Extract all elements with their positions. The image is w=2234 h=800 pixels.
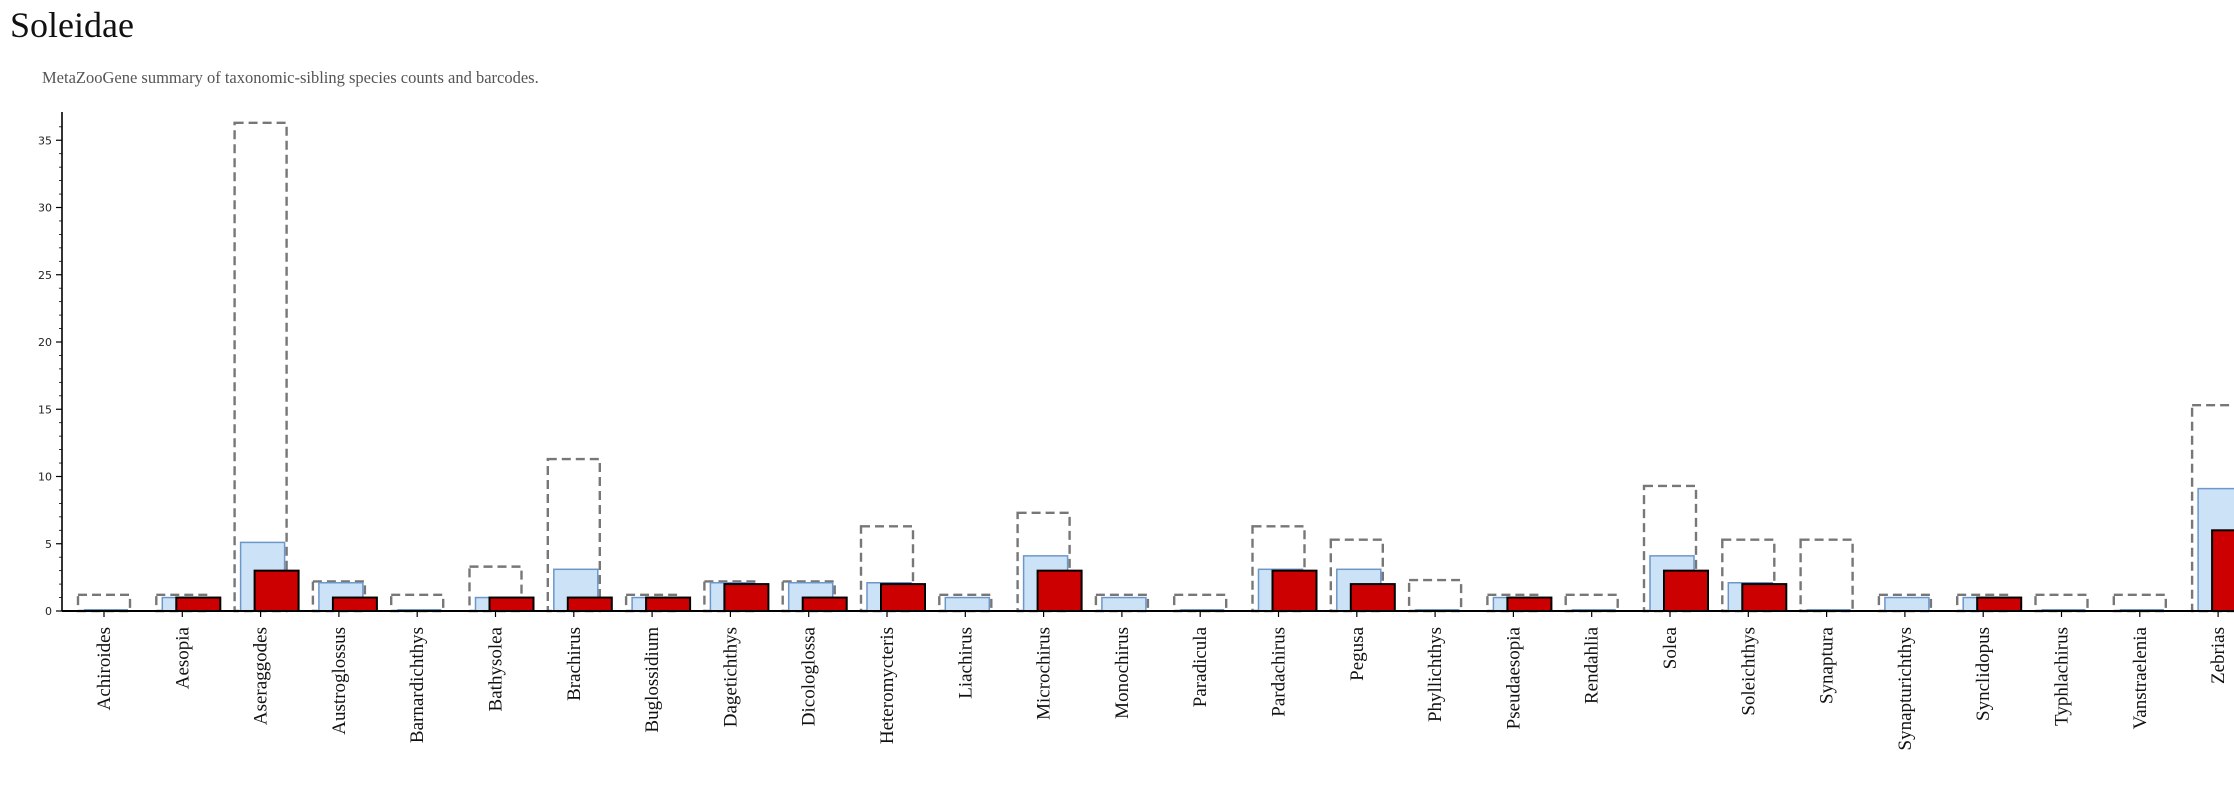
y-tick-label: 10	[38, 471, 52, 484]
x-tick-label: Pseudaesopia	[1503, 626, 1524, 729]
x-tick-label: Zebrias	[2208, 627, 2229, 684]
bar-red	[1741, 583, 1788, 612]
bar-red	[1663, 569, 1709, 613]
bar-outline	[1172, 593, 1228, 613]
y-tick-label: 0	[45, 605, 52, 618]
x-tick-label: Dagetichthys	[720, 627, 741, 727]
bar-red	[1506, 596, 1553, 612]
bar-red	[1271, 569, 1318, 613]
bar-red	[1976, 596, 2023, 612]
bar-red	[723, 583, 770, 612]
bar-light	[944, 596, 991, 612]
chart-title: Soleidae	[10, 5, 134, 45]
x-tick-label: Aesopia	[172, 626, 193, 689]
bar-outline	[390, 593, 445, 613]
x-tick-label: Dicologlossa	[799, 626, 820, 726]
bar-red	[566, 596, 613, 612]
bar-red	[2211, 529, 2234, 612]
y-tick-label: 20	[38, 336, 52, 349]
bar-outline	[1721, 538, 1776, 613]
x-tick-label: Microchirus	[1034, 627, 1055, 720]
x-tick-label: Barnardichthys	[407, 627, 428, 743]
x-tick-label: Vanstraelenia	[2130, 626, 2151, 729]
bar-outline	[311, 580, 367, 613]
x-tick-label: Monochirus	[1112, 627, 1133, 719]
y-tick-label: 30	[38, 202, 52, 215]
x-tick-label: Paradicula	[1190, 626, 1211, 707]
x-tick-label: Pardachirus	[1269, 627, 1290, 717]
x-tick-label: Synaptura	[1817, 626, 1838, 704]
bar-outline	[1094, 593, 1150, 613]
x-tick-label: Aseraggodes	[251, 627, 272, 725]
bar-outline	[76, 593, 132, 613]
bar-outline	[2112, 593, 2168, 613]
bar-light	[1884, 596, 1930, 612]
bar-outline	[703, 580, 758, 613]
bar-outline	[781, 580, 836, 613]
x-tick-label: Synapturichthys	[1895, 627, 1916, 751]
x-tick-label: Achiroides	[94, 627, 115, 710]
x-tick-label: Synclidopus	[1973, 627, 1994, 721]
bar-outline	[2034, 593, 2089, 613]
x-tick-label: Liachirus	[955, 627, 976, 699]
x-tick-label: Pegusa	[1347, 626, 1368, 680]
bar-outline	[233, 121, 288, 613]
bar-outline	[1564, 593, 1619, 613]
x-tick-label: Solea	[1660, 626, 1681, 669]
bar-red	[1036, 569, 1083, 613]
y-tick-label: 25	[38, 269, 52, 282]
bar-outline	[938, 593, 993, 613]
x-tick-label: Buglossidium	[642, 627, 663, 733]
x-tick-label: Brachirus	[564, 627, 585, 701]
bar-red	[175, 596, 222, 612]
bar-red	[331, 596, 378, 612]
bar-red	[801, 596, 848, 612]
y-tick-label: 5	[45, 538, 52, 551]
bar-outline	[1329, 538, 1385, 613]
bar-red	[253, 569, 300, 613]
x-tick-label: Austroglossus	[329, 627, 350, 735]
y-tick-label: 35	[38, 134, 52, 147]
bar-light	[1101, 596, 1147, 612]
x-tick-label: Phyllichthys	[1425, 627, 1446, 722]
bar-red	[880, 583, 926, 612]
x-tick-label: Soleichthys	[1738, 627, 1759, 716]
y-tick-label: 15	[38, 403, 52, 416]
bar-red	[645, 596, 692, 612]
x-tick-label: Typhlachirus	[2052, 627, 2073, 726]
bar-outline	[1407, 578, 1463, 613]
x-tick-label: Rendahlia	[1582, 626, 1603, 704]
bar-outline	[1877, 593, 1933, 613]
bar-outline	[468, 565, 523, 613]
chart-subtitle: MetaZooGene summary of taxonomic-sibling…	[42, 68, 539, 87]
bar-red	[488, 596, 535, 612]
bar-outline	[1799, 538, 1854, 613]
x-tick-label: Bathysolea	[486, 626, 507, 711]
x-tick-label: Heteromycteris	[877, 627, 898, 744]
bar-red	[1349, 583, 1396, 612]
